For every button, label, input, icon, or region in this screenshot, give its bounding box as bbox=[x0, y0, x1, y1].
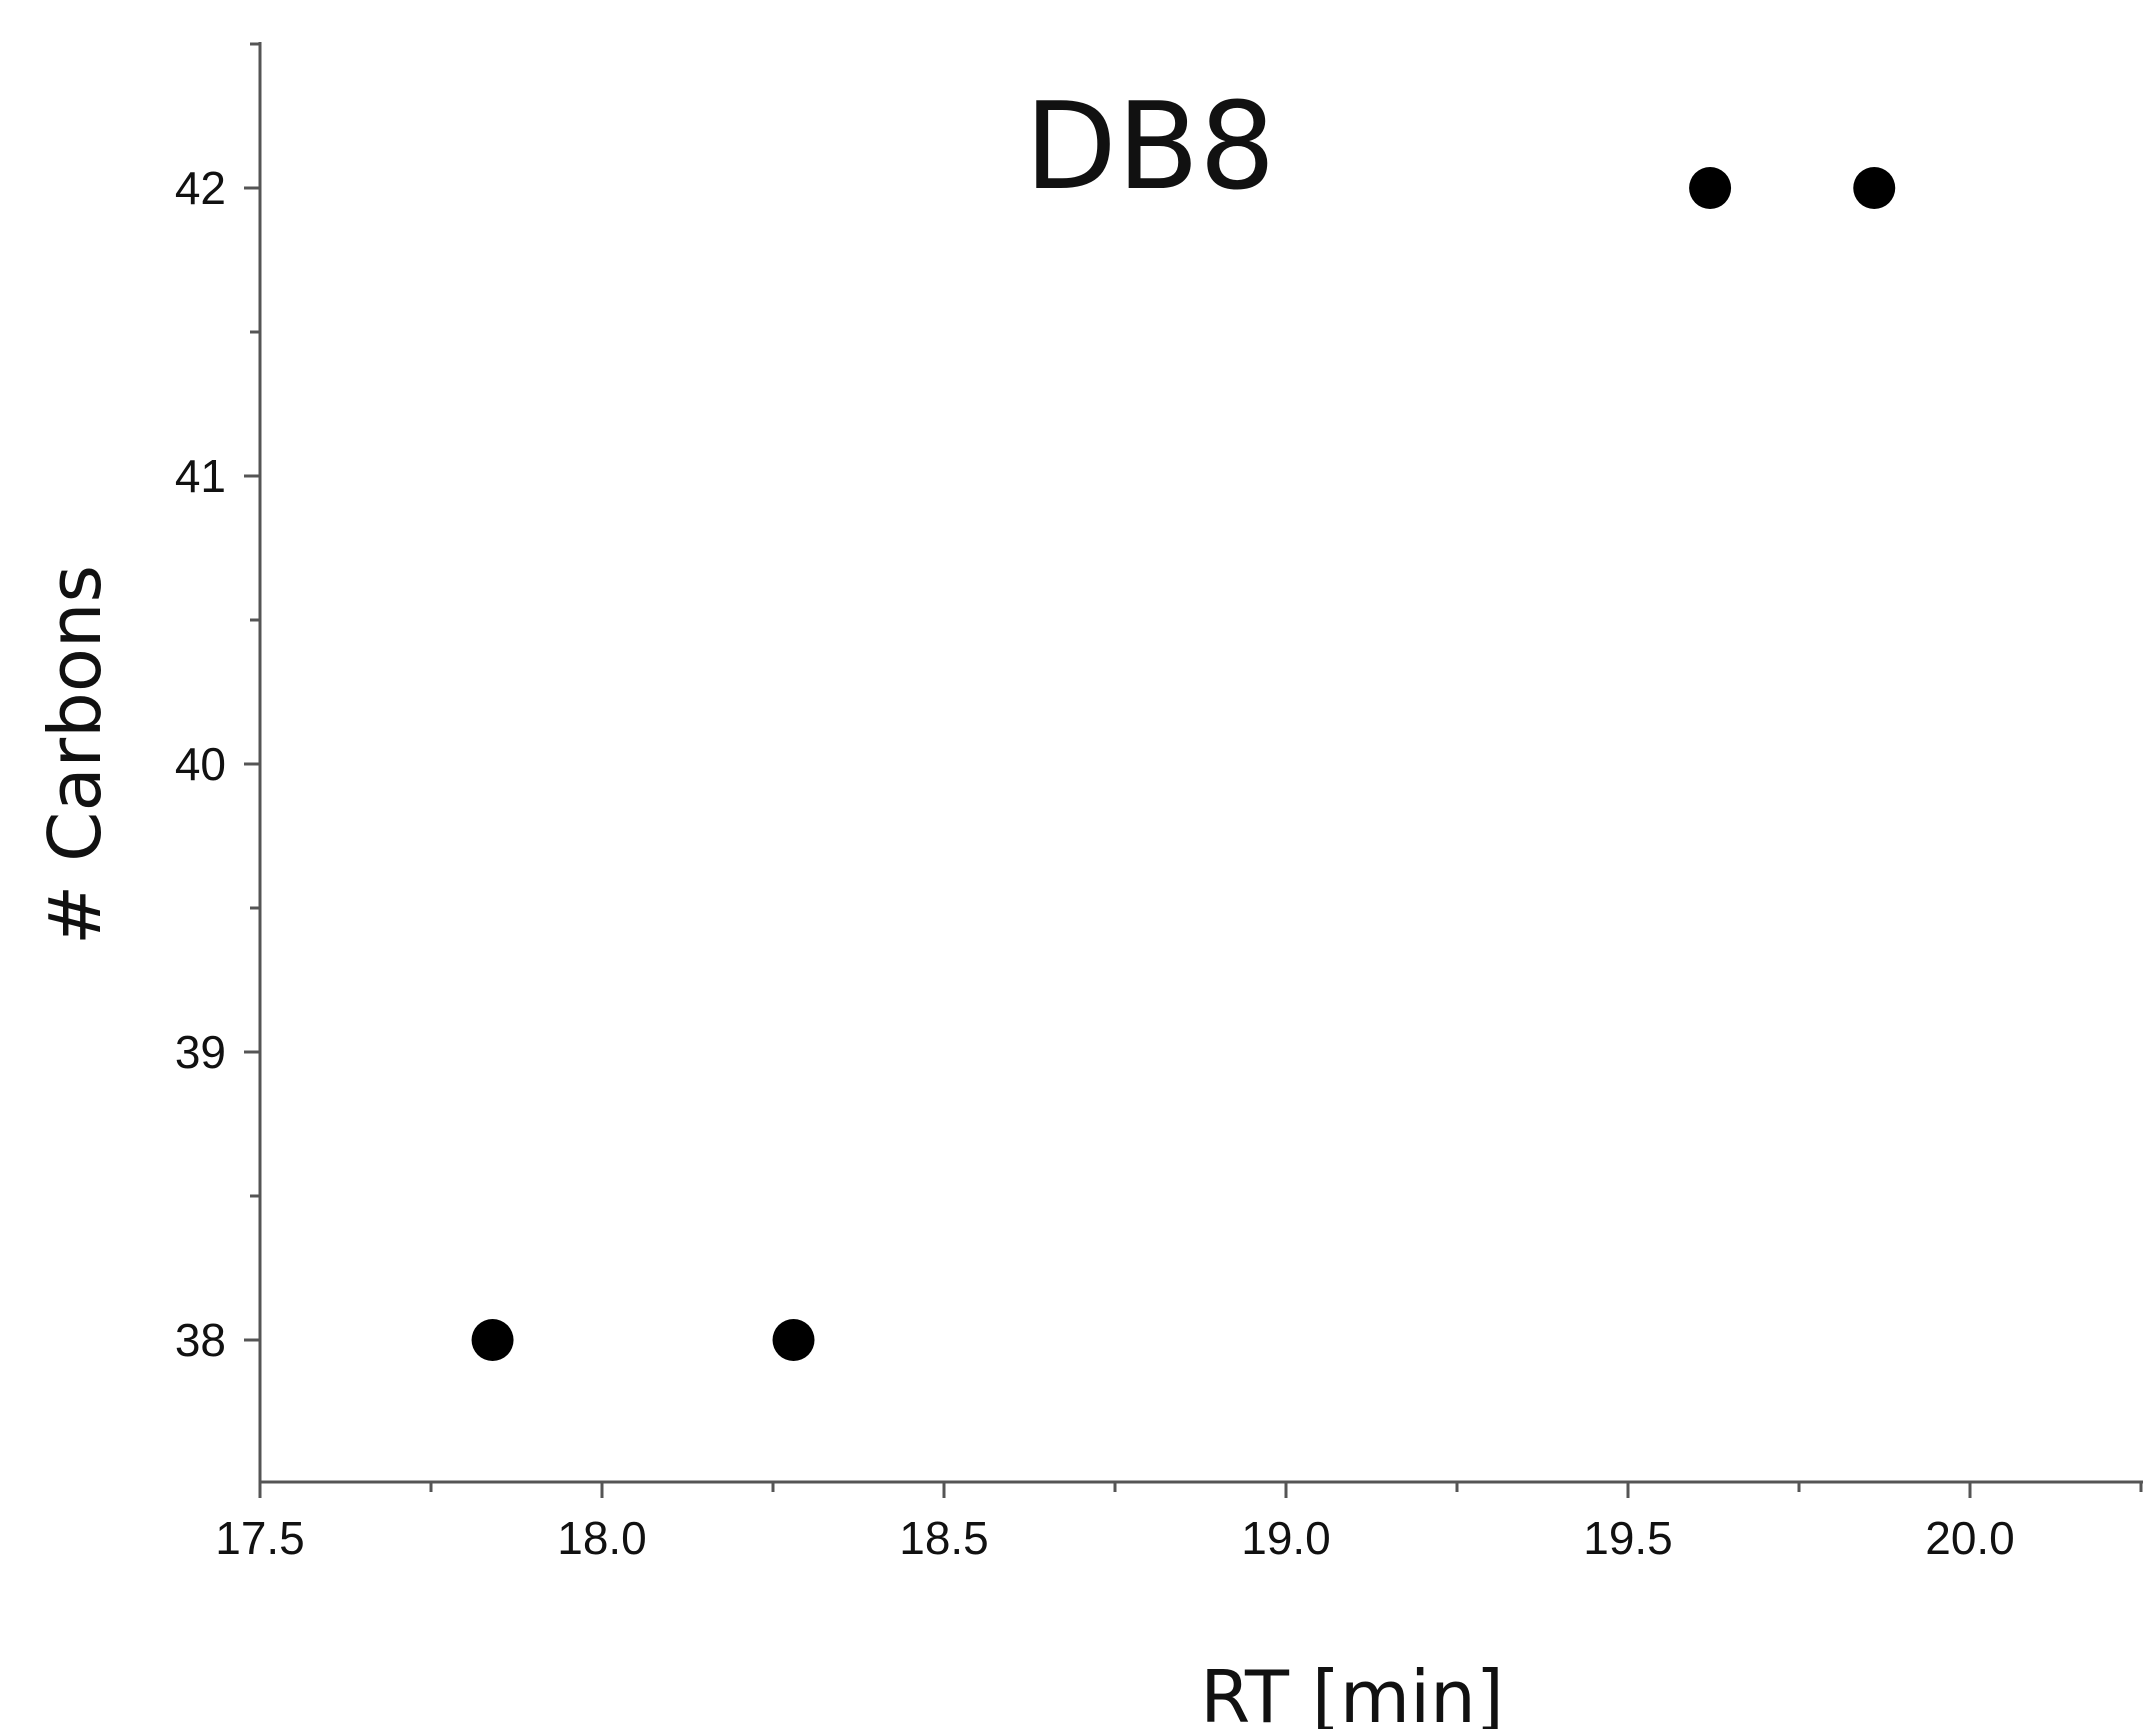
y-tick-label: 39 bbox=[175, 1026, 226, 1078]
y-tick-label: 40 bbox=[175, 738, 226, 790]
x-tick-label: 17.5 bbox=[215, 1512, 305, 1564]
x-tick-label: 19.5 bbox=[1583, 1512, 1673, 1564]
ticks: 17.5 18.0 18.5 19.0 19.5 20.0 38 39 40 41 42 bbox=[175, 42, 2143, 1564]
chart-title: DB8 bbox=[1024, 78, 1275, 217]
x-tick-label: 18.5 bbox=[899, 1512, 989, 1564]
data-point bbox=[772, 1319, 815, 1361]
data-point bbox=[1853, 167, 1896, 209]
x-tick-label: 19.0 bbox=[1241, 1512, 1331, 1564]
data-point bbox=[471, 1319, 514, 1361]
data-points bbox=[471, 167, 1896, 1361]
y-tick-label: 41 bbox=[175, 450, 226, 502]
data-point bbox=[1689, 167, 1732, 209]
y-axis-title: # Carbons bbox=[33, 565, 117, 945]
y-tick-label: 38 bbox=[175, 1314, 226, 1366]
axes bbox=[258, 42, 2143, 1484]
x-tick-label: 18.0 bbox=[557, 1512, 647, 1564]
x-axis-title: RT [min] bbox=[1200, 1655, 1504, 1729]
x-tick-label: 20.0 bbox=[1925, 1512, 2015, 1564]
y-tick-label: 42 bbox=[175, 162, 226, 214]
